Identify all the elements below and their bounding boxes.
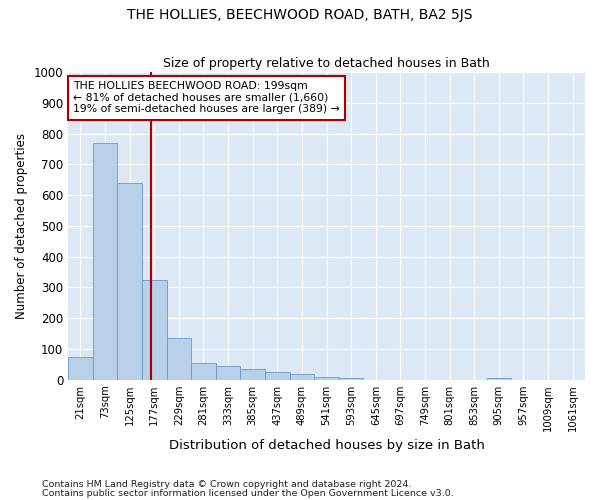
Bar — [68, 356, 92, 380]
Bar — [241, 369, 265, 380]
Text: Contains public sector information licensed under the Open Government Licence v3: Contains public sector information licen… — [42, 489, 454, 498]
Bar — [339, 378, 364, 380]
Bar — [314, 376, 339, 380]
Bar — [265, 372, 290, 380]
Bar — [487, 378, 511, 380]
Y-axis label: Number of detached properties: Number of detached properties — [15, 133, 28, 319]
Bar — [191, 363, 216, 380]
Bar — [167, 338, 191, 380]
Text: THE HOLLIES BEECHWOOD ROAD: 199sqm
← 81% of detached houses are smaller (1,660)
: THE HOLLIES BEECHWOOD ROAD: 199sqm ← 81%… — [73, 82, 340, 114]
Bar — [216, 366, 241, 380]
X-axis label: Distribution of detached houses by size in Bath: Distribution of detached houses by size … — [169, 440, 484, 452]
Bar — [117, 183, 142, 380]
Title: Size of property relative to detached houses in Bath: Size of property relative to detached ho… — [163, 56, 490, 70]
Text: THE HOLLIES, BEECHWOOD ROAD, BATH, BA2 5JS: THE HOLLIES, BEECHWOOD ROAD, BATH, BA2 5… — [127, 8, 473, 22]
Bar — [290, 374, 314, 380]
Bar — [142, 280, 167, 380]
Text: Contains HM Land Registry data © Crown copyright and database right 2024.: Contains HM Land Registry data © Crown c… — [42, 480, 412, 489]
Bar — [92, 143, 117, 380]
